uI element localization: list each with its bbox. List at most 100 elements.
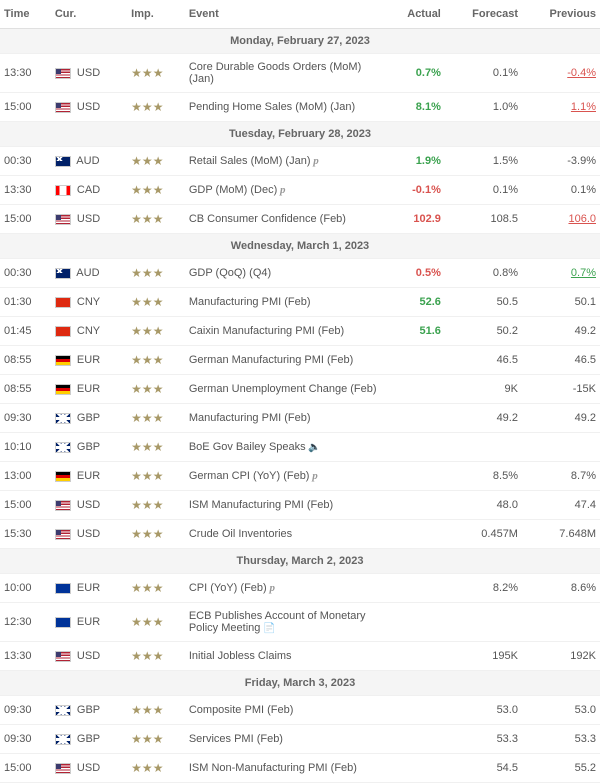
event-row[interactable]: 15:30 USD★★★Crude Oil Inventories0.457M7… [0,520,600,549]
event-row[interactable]: 08:55 EUR★★★German Unemployment Change (… [0,375,600,404]
col-imp[interactable]: Imp. [127,0,185,29]
event-cell[interactable]: German Unemployment Change (Feb) [185,375,385,404]
star-icon: ★ [142,649,153,663]
col-time[interactable]: Time [0,0,51,29]
col-previous[interactable]: Previous [522,0,600,29]
currency-cell: USD [51,754,127,783]
event-cell[interactable]: Pending Home Sales (MoM) (Jan) [185,93,385,122]
event-row[interactable]: 15:00 USD★★★ISM Manufacturing PMI (Feb)4… [0,491,600,520]
importance-cell: ★★★ [127,433,185,462]
actual-cell: -0.1% [385,176,445,205]
event-cell[interactable]: BoE Gov Bailey Speaks 🔈 [185,433,385,462]
col-actual[interactable]: Actual [385,0,445,29]
time-cell: 15:00 [0,754,51,783]
event-cell[interactable]: Initial Jobless Claims [185,642,385,671]
forecast-cell [445,603,522,642]
actual-cell [385,404,445,433]
preliminary-icon: p [267,582,275,594]
star-icon: ★ [131,324,142,338]
event-row[interactable]: 12:30 EUR★★★ECB Publishes Account of Mon… [0,603,600,642]
col-event[interactable]: Event [185,0,385,29]
star-icon: ★ [131,761,142,775]
event-row[interactable]: 13:00 EUR★★★German CPI (YoY) (Feb) p 8.5%… [0,462,600,491]
flag-icon [55,326,71,337]
event-row[interactable]: 09:30 GBP★★★Services PMI (Feb)53.353.3 [0,725,600,754]
event-row[interactable]: 08:55 EUR★★★German Manufacturing PMI (Fe… [0,346,600,375]
col-cur[interactable]: Cur. [51,0,127,29]
event-cell[interactable]: Services PMI (Feb) [185,725,385,754]
currency-cell: EUR [51,462,127,491]
event-row[interactable]: 10:10 GBP★★★BoE Gov Bailey Speaks 🔈 [0,433,600,462]
event-cell[interactable]: German CPI (YoY) (Feb) p [185,462,385,491]
event-cell[interactable]: Manufacturing PMI (Feb) [185,404,385,433]
event-row[interactable]: 15:00 USD★★★CB Consumer Confidence (Feb)… [0,205,600,234]
star-icon: ★ [131,183,142,197]
event-cell[interactable]: GDP (MoM) (Dec) p [185,176,385,205]
event-cell[interactable]: Manufacturing PMI (Feb) [185,288,385,317]
event-cell[interactable]: Retail Sales (MoM) (Jan) p [185,147,385,176]
flag-icon [55,617,71,628]
time-cell: 15:00 [0,93,51,122]
star-icon: ★ [142,411,153,425]
currency-cell: USD [51,205,127,234]
flag-icon [55,68,71,79]
event-cell[interactable]: Caixin Manufacturing PMI (Feb) [185,317,385,346]
star-icon: ★ [131,100,142,114]
event-cell[interactable]: German Manufacturing PMI (Feb) [185,346,385,375]
event-cell[interactable]: Crude Oil Inventories [185,520,385,549]
event-row[interactable]: 00:30 AUD★★★GDP (QoQ) (Q4)0.5%0.8%0.7% [0,259,600,288]
event-cell[interactable]: ECB Publishes Account of Monetary Policy… [185,603,385,642]
event-cell[interactable]: ISM Manufacturing PMI (Feb) [185,491,385,520]
time-cell: 00:30 [0,259,51,288]
star-icon: ★ [142,469,153,483]
date-header: Monday, February 27, 2023 [0,29,600,54]
flag-icon [55,355,71,366]
time-cell: 13:30 [0,54,51,93]
flag-icon [55,529,71,540]
event-row[interactable]: 15:00 USD★★★ISM Non-Manufacturing PMI (F… [0,754,600,783]
currency-cell: GBP [51,696,127,725]
star-icon: ★ [153,498,164,512]
event-row[interactable]: 00:30 AUD★★★Retail Sales (MoM) (Jan) p1.… [0,147,600,176]
forecast-cell: 53.3 [445,725,522,754]
flag-icon [55,214,71,225]
event-row[interactable]: 01:45 CNY★★★Caixin Manufacturing PMI (Fe… [0,317,600,346]
event-row[interactable]: 13:30 CAD★★★GDP (MoM) (Dec) p-0.1%0.1%0.… [0,176,600,205]
forecast-cell: 49.2 [445,404,522,433]
time-cell: 08:55 [0,346,51,375]
event-cell[interactable]: GDP (QoQ) (Q4) [185,259,385,288]
forecast-cell: 0.1% [445,176,522,205]
importance-cell: ★★★ [127,462,185,491]
forecast-cell: 8.5% [445,462,522,491]
event-row[interactable]: 10:00 EUR★★★CPI (YoY) (Feb) p8.2%8.6% [0,574,600,603]
star-icon: ★ [153,212,164,226]
previous-cell: -3.9% [522,147,600,176]
event-cell[interactable]: CB Consumer Confidence (Feb) [185,205,385,234]
previous-cell: 8.7% [522,462,600,491]
time-cell: 13:00 [0,462,51,491]
event-cell[interactable]: Core Durable Goods Orders (MoM) (Jan) [185,54,385,93]
col-forecast[interactable]: Forecast [445,0,522,29]
previous-cell [522,433,600,462]
forecast-cell: 0.1% [445,54,522,93]
event-row[interactable]: 01:30 CNY★★★Manufacturing PMI (Feb)52.65… [0,288,600,317]
currency-cell: USD [51,93,127,122]
event-row[interactable]: 15:00 USD★★★Pending Home Sales (MoM) (Ja… [0,93,600,122]
actual-cell: 52.6 [385,288,445,317]
star-icon: ★ [153,527,164,541]
previous-cell: 49.2 [522,317,600,346]
star-icon: ★ [131,649,142,663]
event-row[interactable]: 09:30 GBP★★★Manufacturing PMI (Feb)49.24… [0,404,600,433]
event-row[interactable]: 13:30 USD★★★Initial Jobless Claims195K19… [0,642,600,671]
importance-cell: ★★★ [127,346,185,375]
event-cell[interactable]: CPI (YoY) (Feb) p [185,574,385,603]
star-icon: ★ [142,440,153,454]
event-cell[interactable]: Composite PMI (Feb) [185,696,385,725]
event-row[interactable]: 09:30 GBP★★★Composite PMI (Feb)53.053.0 [0,696,600,725]
actual-cell: 1.9% [385,147,445,176]
previous-cell: 49.2 [522,404,600,433]
event-row[interactable]: 13:30 USD★★★Core Durable Goods Orders (M… [0,54,600,93]
star-icon: ★ [153,469,164,483]
event-cell[interactable]: ISM Non-Manufacturing PMI (Feb) [185,754,385,783]
speaker-icon: 🔈 [306,442,321,453]
